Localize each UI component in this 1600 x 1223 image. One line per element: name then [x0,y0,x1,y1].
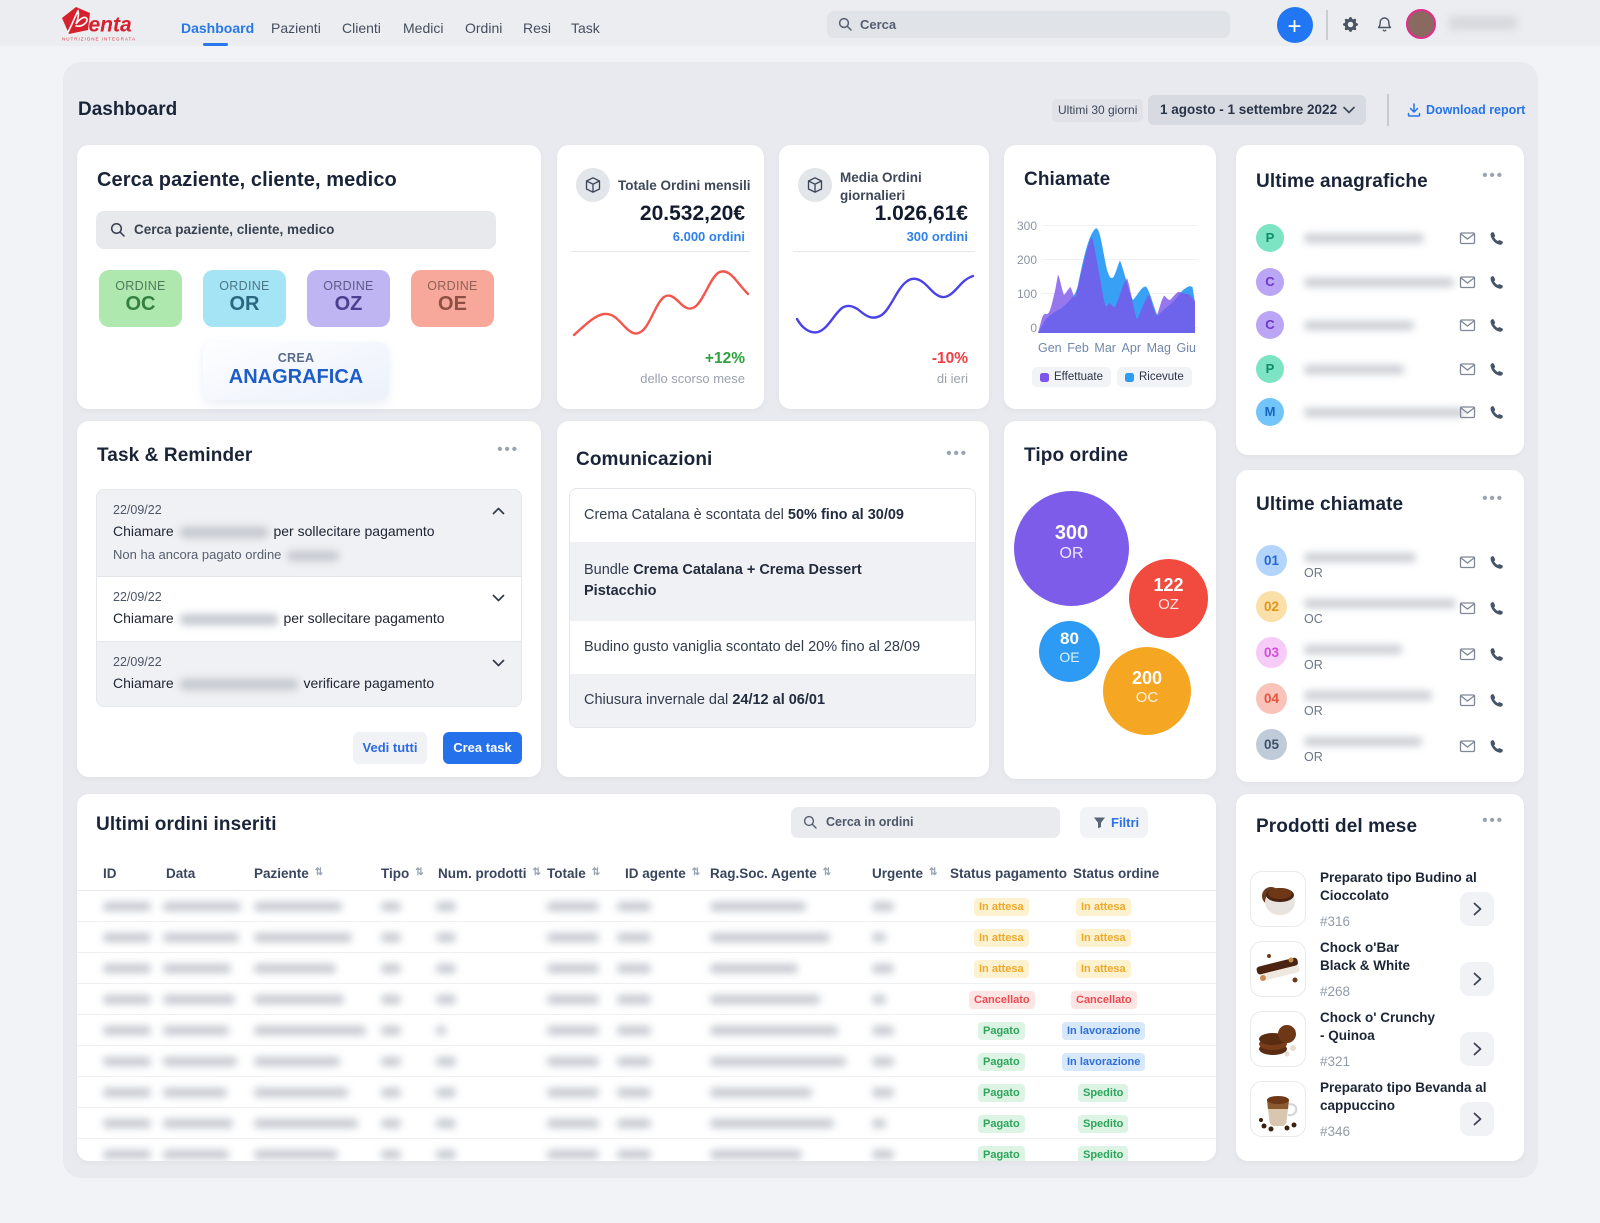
svg-text:enta: enta [89,14,133,37]
svg-text:NUTRIZIONE INTEGRATA: NUTRIZIONE INTEGRATA [62,37,136,42]
